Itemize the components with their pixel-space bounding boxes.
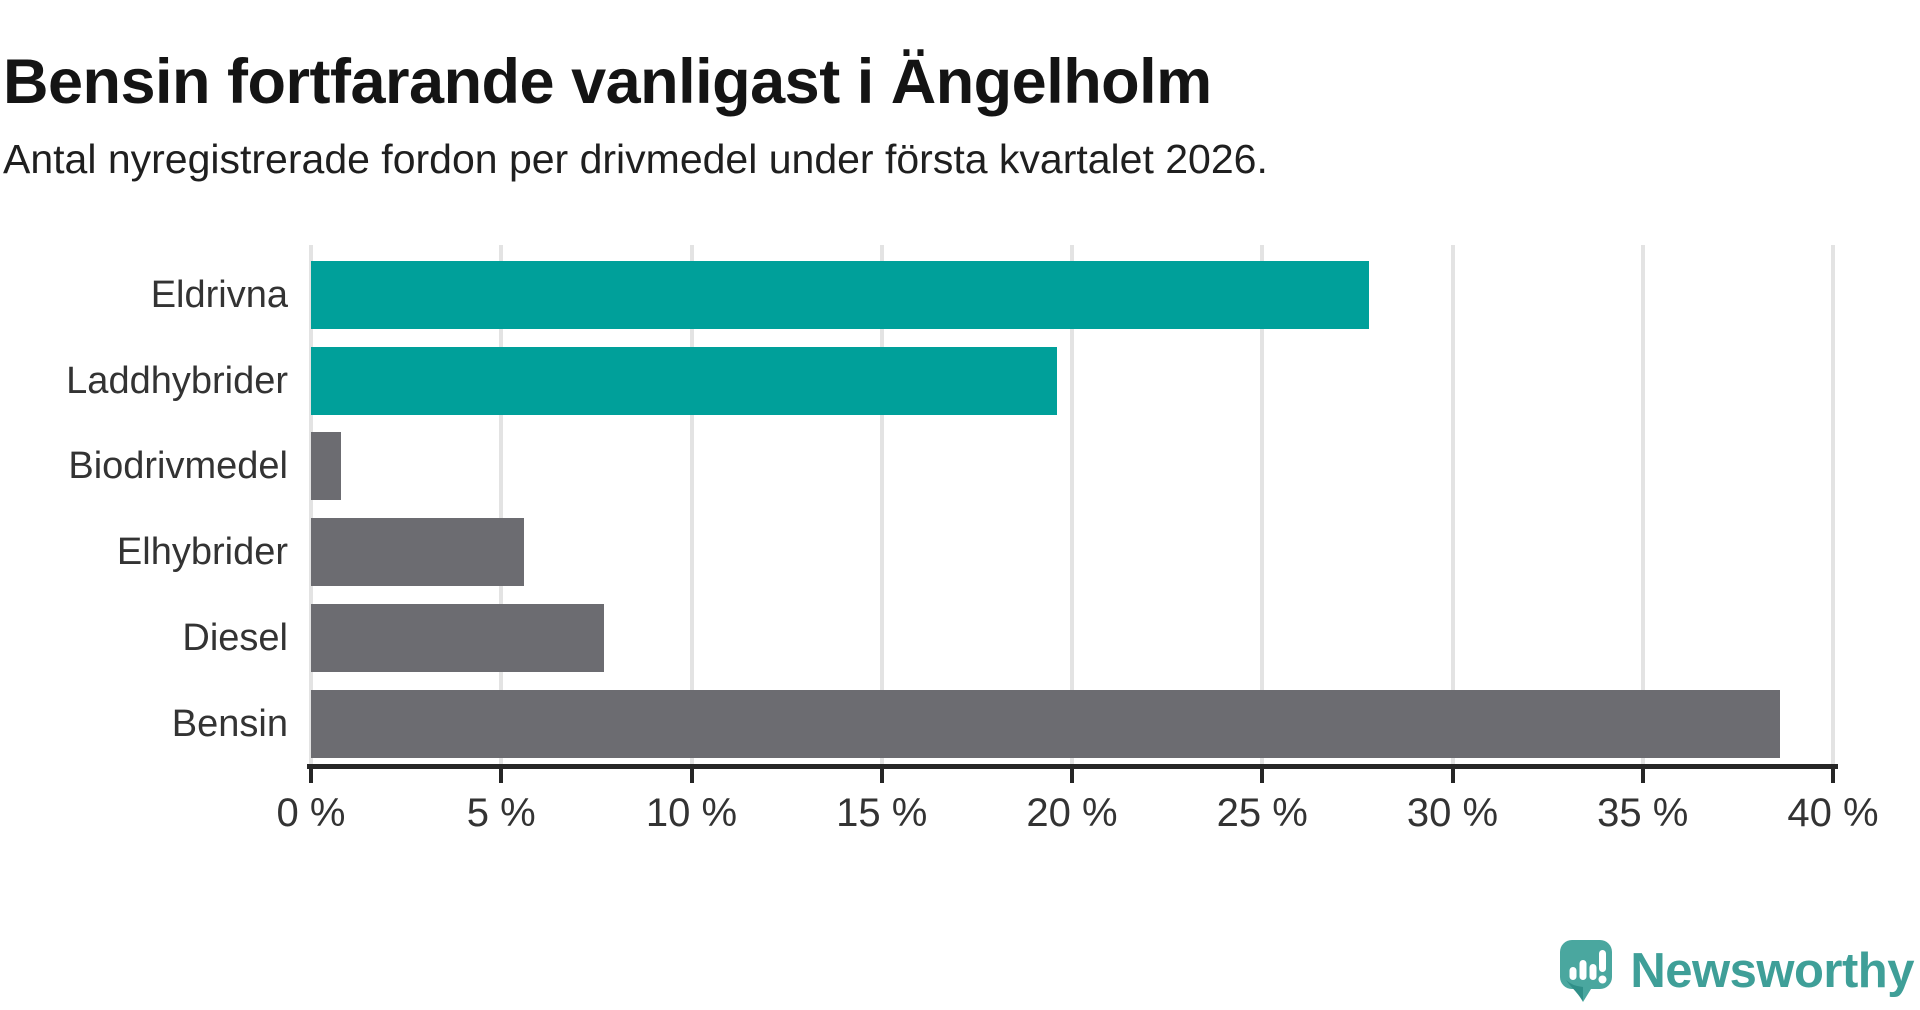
- gridline-35: [1640, 245, 1645, 766]
- gridline-20: [1070, 245, 1074, 766]
- x-axis-tick-0: [309, 769, 313, 783]
- category-label-elhybrider: Elhybrider: [116, 531, 288, 574]
- bar-bensin: [311, 689, 1780, 758]
- chart-subtitle: Antal nyregistrerade fordon per drivmede…: [3, 136, 1268, 182]
- x-axis-line: [307, 764, 1838, 769]
- x-axis-tick-label-40: 40 %: [1787, 791, 1879, 835]
- x-axis-tick-35: [1640, 769, 1645, 783]
- x-axis-tick-30: [1450, 769, 1455, 783]
- bar-biodrivmedel: [311, 432, 342, 501]
- gridline-40: [1831, 245, 1835, 766]
- x-axis-tick-20: [1070, 769, 1074, 783]
- brand-name: Newsworthy: [1630, 943, 1914, 998]
- x-axis-tick-label-5: 5 %: [466, 791, 536, 835]
- bar-eldrivna: [311, 261, 1369, 329]
- x-axis-tick-label-15: 15 %: [836, 791, 928, 835]
- newsworthy-logo-icon: [1559, 939, 1613, 1002]
- x-axis-tick-label-20: 20 %: [1026, 791, 1118, 835]
- gridline-10: [689, 245, 694, 766]
- x-axis-tick-label-25: 25 %: [1216, 791, 1308, 835]
- x-axis-tick-40: [1831, 769, 1835, 783]
- category-label-bensin: Bensin: [171, 702, 288, 745]
- gridline-30: [1450, 245, 1455, 766]
- page-title: Bensin fortfarande vanligast i Ängelholm: [3, 47, 1212, 118]
- category-label-diesel: Diesel: [182, 616, 288, 659]
- x-axis-tick-label-10: 10 %: [645, 791, 738, 835]
- gridline-25: [1260, 245, 1265, 766]
- x-axis-tick-5: [499, 769, 504, 783]
- bar-elhybrider: [311, 518, 525, 587]
- x-axis-tick-15: [879, 769, 884, 783]
- gridline-5: [499, 245, 504, 766]
- category-label-laddhybrider: Laddhybrider: [66, 359, 288, 402]
- gridline-15: [879, 245, 884, 766]
- gridline-0: [309, 245, 313, 766]
- bar-laddhybrider: [311, 346, 1057, 415]
- x-axis-tick-10: [689, 769, 694, 783]
- category-label-eldrivna: Eldrivna: [150, 274, 288, 316]
- bar-diesel: [311, 603, 604, 672]
- category-label-biodrivmedel: Biodrivmedel: [68, 445, 288, 488]
- x-axis-tick-25: [1260, 769, 1265, 783]
- x-axis-tick-label-0: 0 %: [276, 791, 346, 835]
- brand-footer: Newsworthy: [1559, 939, 1914, 1002]
- x-axis-tick-label-35: 35 %: [1597, 791, 1689, 835]
- x-axis-tick-label-30: 30 %: [1406, 791, 1499, 835]
